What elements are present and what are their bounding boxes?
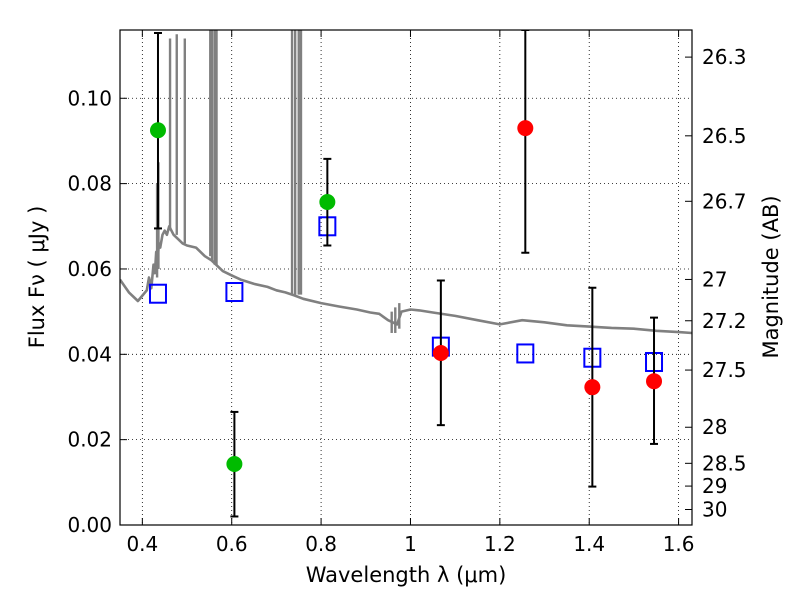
red-data-point	[584, 379, 601, 396]
x-tick-label: 1.4	[573, 532, 605, 556]
y-axis-right-label: Magnitude (AB)	[759, 195, 783, 358]
right-tick-label: 28	[702, 415, 727, 439]
red-data-point	[432, 345, 449, 362]
right-tick-label: 26.7	[702, 189, 747, 213]
x-tick-label: 1	[404, 532, 417, 556]
y-axis-label: Flux Fν ( μJy )	[25, 206, 49, 349]
y-tick-label: 0.02	[67, 428, 112, 452]
red-data-point	[646, 373, 663, 390]
x-axis-label: Wavelength λ (μm)	[306, 563, 507, 587]
right-tick-label: 28.5	[702, 451, 747, 475]
green-data-point	[226, 455, 243, 472]
plot-frame	[119, 29, 693, 526]
y-tick-label: 0.10	[67, 86, 112, 110]
model-spectrum	[120, 30, 692, 335]
right-tick-label: 27.5	[702, 358, 747, 382]
x-tick-label: 1.6	[663, 532, 695, 556]
model-square-point	[225, 282, 244, 303]
right-tick-label: 26.5	[702, 124, 747, 148]
y-tick-label: 0.08	[67, 172, 112, 196]
green-data-point	[149, 122, 166, 139]
y-tick-label: 0.06	[67, 257, 112, 281]
right-tick-label: 26.3	[702, 45, 747, 69]
plot-background	[120, 30, 692, 525]
axis-ticks: 0.4 0.6 0.8 1 1.2 1.4 1.6 0.00 0.02 0.04 0.06 0.08 0…	[67, 30, 747, 556]
model-square-point	[148, 283, 167, 304]
right-tick-label: 27	[702, 267, 727, 291]
green-data-point	[319, 193, 336, 210]
x-tick-label: 0.4	[126, 532, 158, 556]
x-tick-label: 0.8	[305, 532, 337, 556]
red-data-point	[517, 120, 534, 137]
right-tick-label: 30	[702, 498, 727, 522]
right-tick-label: 27.2	[702, 309, 747, 333]
grid-lines	[120, 30, 692, 525]
x-tick-label: 1.2	[484, 532, 516, 556]
right-tick-label: 29	[702, 474, 727, 498]
y-tick-label: 0.00	[67, 513, 112, 537]
model-square-point	[516, 343, 535, 364]
observed-points	[149, 120, 663, 472]
y-tick-label: 0.04	[67, 342, 112, 366]
x-tick-label: 0.6	[216, 532, 248, 556]
